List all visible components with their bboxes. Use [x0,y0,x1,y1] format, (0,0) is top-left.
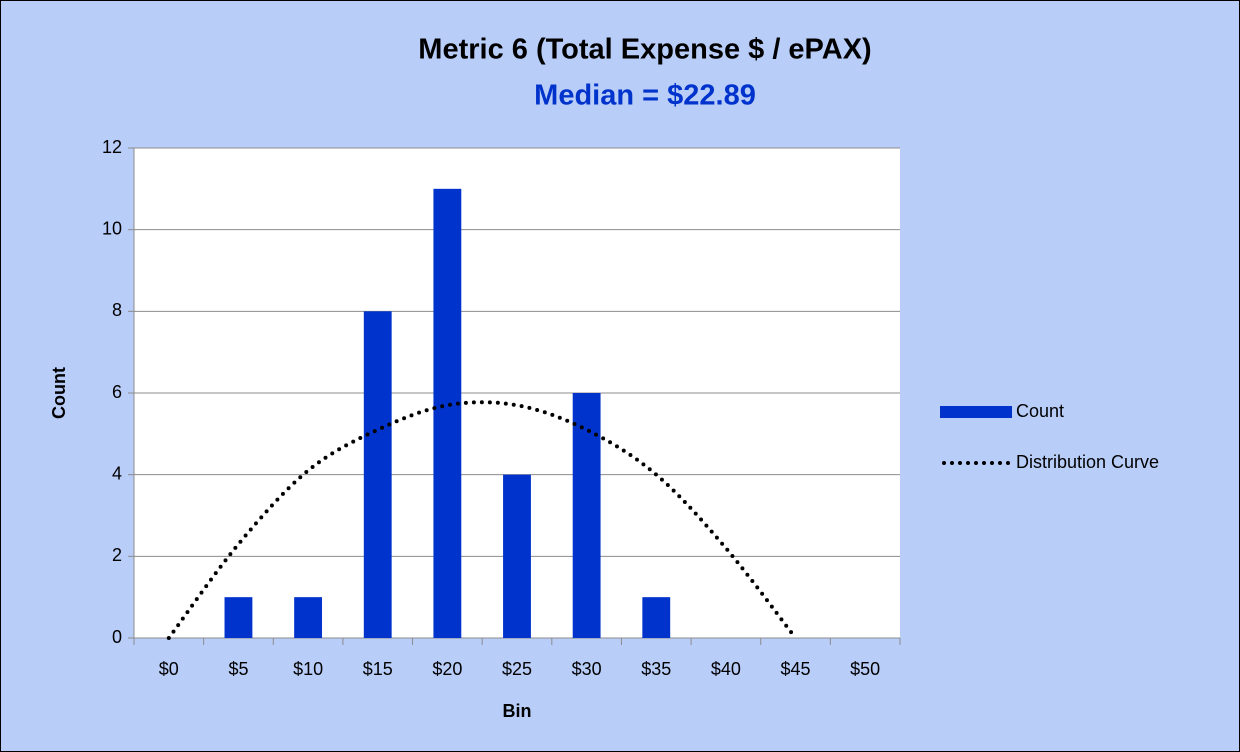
x-axis-title: Bin [503,701,532,721]
y-tick-label: 4 [112,463,122,483]
bar [642,597,671,638]
x-tick-label: $50 [850,659,880,679]
x-tick-label: $30 [572,659,602,679]
x-tick-label: $20 [432,659,462,679]
y-tick-label: 6 [112,382,122,402]
bar [363,311,392,638]
y-tick-label: 12 [102,137,122,157]
y-tick-label: 0 [112,627,122,647]
x-tick-label: $45 [781,659,811,679]
chart-title: Metric 6 (Total Expense $ / ePAX) [418,34,871,66]
legend-swatch [940,406,1012,418]
y-tick-label: 10 [102,218,122,238]
bar [294,597,323,638]
x-tick-label: $15 [363,659,393,679]
bar [224,597,253,638]
x-tick-label: $10 [293,659,323,679]
x-tick-label: $0 [159,659,179,679]
bar [572,393,601,638]
y-tick-label: 8 [112,300,122,320]
bar [433,188,462,639]
legend-label: Count [1016,401,1064,421]
x-tick-label: $25 [502,659,532,679]
legend-label: Distribution Curve [1016,452,1159,472]
x-tick-label: $40 [711,659,741,679]
distribution-curve [166,400,798,640]
y-axis-title: Count [49,367,69,419]
x-tick-label: $35 [641,659,671,679]
y-tick-label: 2 [112,545,122,565]
x-tick-label: $5 [228,659,248,679]
bar [503,474,531,638]
chart-subtitle: Median = $22.89 [534,80,756,112]
